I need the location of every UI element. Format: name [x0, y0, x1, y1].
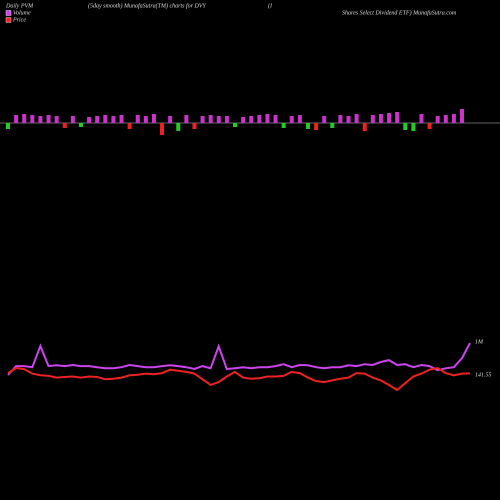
- bar: [354, 114, 359, 123]
- bar: [281, 123, 286, 128]
- bar: [419, 114, 424, 123]
- bar: [208, 115, 213, 123]
- chart-title-right: Shares Select Dividend ETF) MunafaSutra.…: [342, 9, 457, 16]
- bar: [403, 123, 408, 130]
- bar: [427, 123, 432, 129]
- bar: [46, 115, 51, 123]
- bar: [22, 114, 27, 123]
- bar: [168, 116, 173, 123]
- chart-title-part: (I: [268, 2, 273, 9]
- bar: [87, 117, 92, 123]
- legend-label: Price: [12, 17, 26, 23]
- bar: [224, 116, 229, 123]
- bar: [135, 115, 140, 123]
- bar: [119, 115, 124, 123]
- bar: [38, 116, 43, 123]
- bar: [151, 114, 156, 123]
- bar: [265, 114, 270, 123]
- chart-title: Daily PVM: [5, 3, 34, 9]
- bar: [233, 123, 237, 127]
- bar: [395, 112, 400, 123]
- bar: [387, 113, 392, 123]
- bar: [297, 115, 302, 123]
- bar: [322, 116, 327, 123]
- bar: [289, 116, 294, 123]
- bar: [216, 116, 221, 123]
- bar: [62, 123, 67, 128]
- annotation: 141.55: [475, 372, 492, 379]
- chart-subtitle: (5day smooth) MunafaSutra(TM) charts for…: [88, 2, 206, 9]
- bar: [192, 123, 197, 129]
- bar: [346, 116, 351, 123]
- bar: [200, 116, 205, 123]
- bar: [451, 114, 456, 123]
- annotation: 1M: [475, 339, 484, 345]
- bar: [70, 116, 75, 123]
- bar: [249, 116, 254, 123]
- bar: [184, 115, 189, 123]
- bar: [95, 116, 100, 123]
- bar: [338, 115, 343, 123]
- bar: [30, 115, 35, 123]
- line: [7, 342, 471, 376]
- bar: [273, 115, 278, 123]
- bar: [241, 117, 246, 123]
- bar: [435, 116, 440, 123]
- bar: [378, 114, 383, 123]
- line: [7, 366, 471, 392]
- bar: [370, 115, 375, 123]
- bar: [78, 123, 83, 127]
- bar: [460, 109, 464, 123]
- bar: [143, 116, 148, 123]
- legend-swatch: [5, 10, 12, 16]
- bar: [411, 123, 416, 131]
- bar: [127, 123, 132, 129]
- legend-swatch: [5, 17, 12, 23]
- bar: [443, 115, 448, 123]
- bar: [111, 116, 116, 123]
- bar: [314, 123, 319, 130]
- bar: [330, 123, 335, 128]
- legend-label: Volume: [13, 10, 31, 16]
- bar: [160, 123, 165, 135]
- bar: [305, 123, 310, 129]
- bar: [6, 123, 10, 129]
- bar: [362, 123, 367, 131]
- bar: [257, 115, 262, 123]
- bar: [14, 115, 19, 123]
- bar: [54, 116, 59, 123]
- bar: [103, 115, 108, 123]
- bar: [176, 123, 181, 131]
